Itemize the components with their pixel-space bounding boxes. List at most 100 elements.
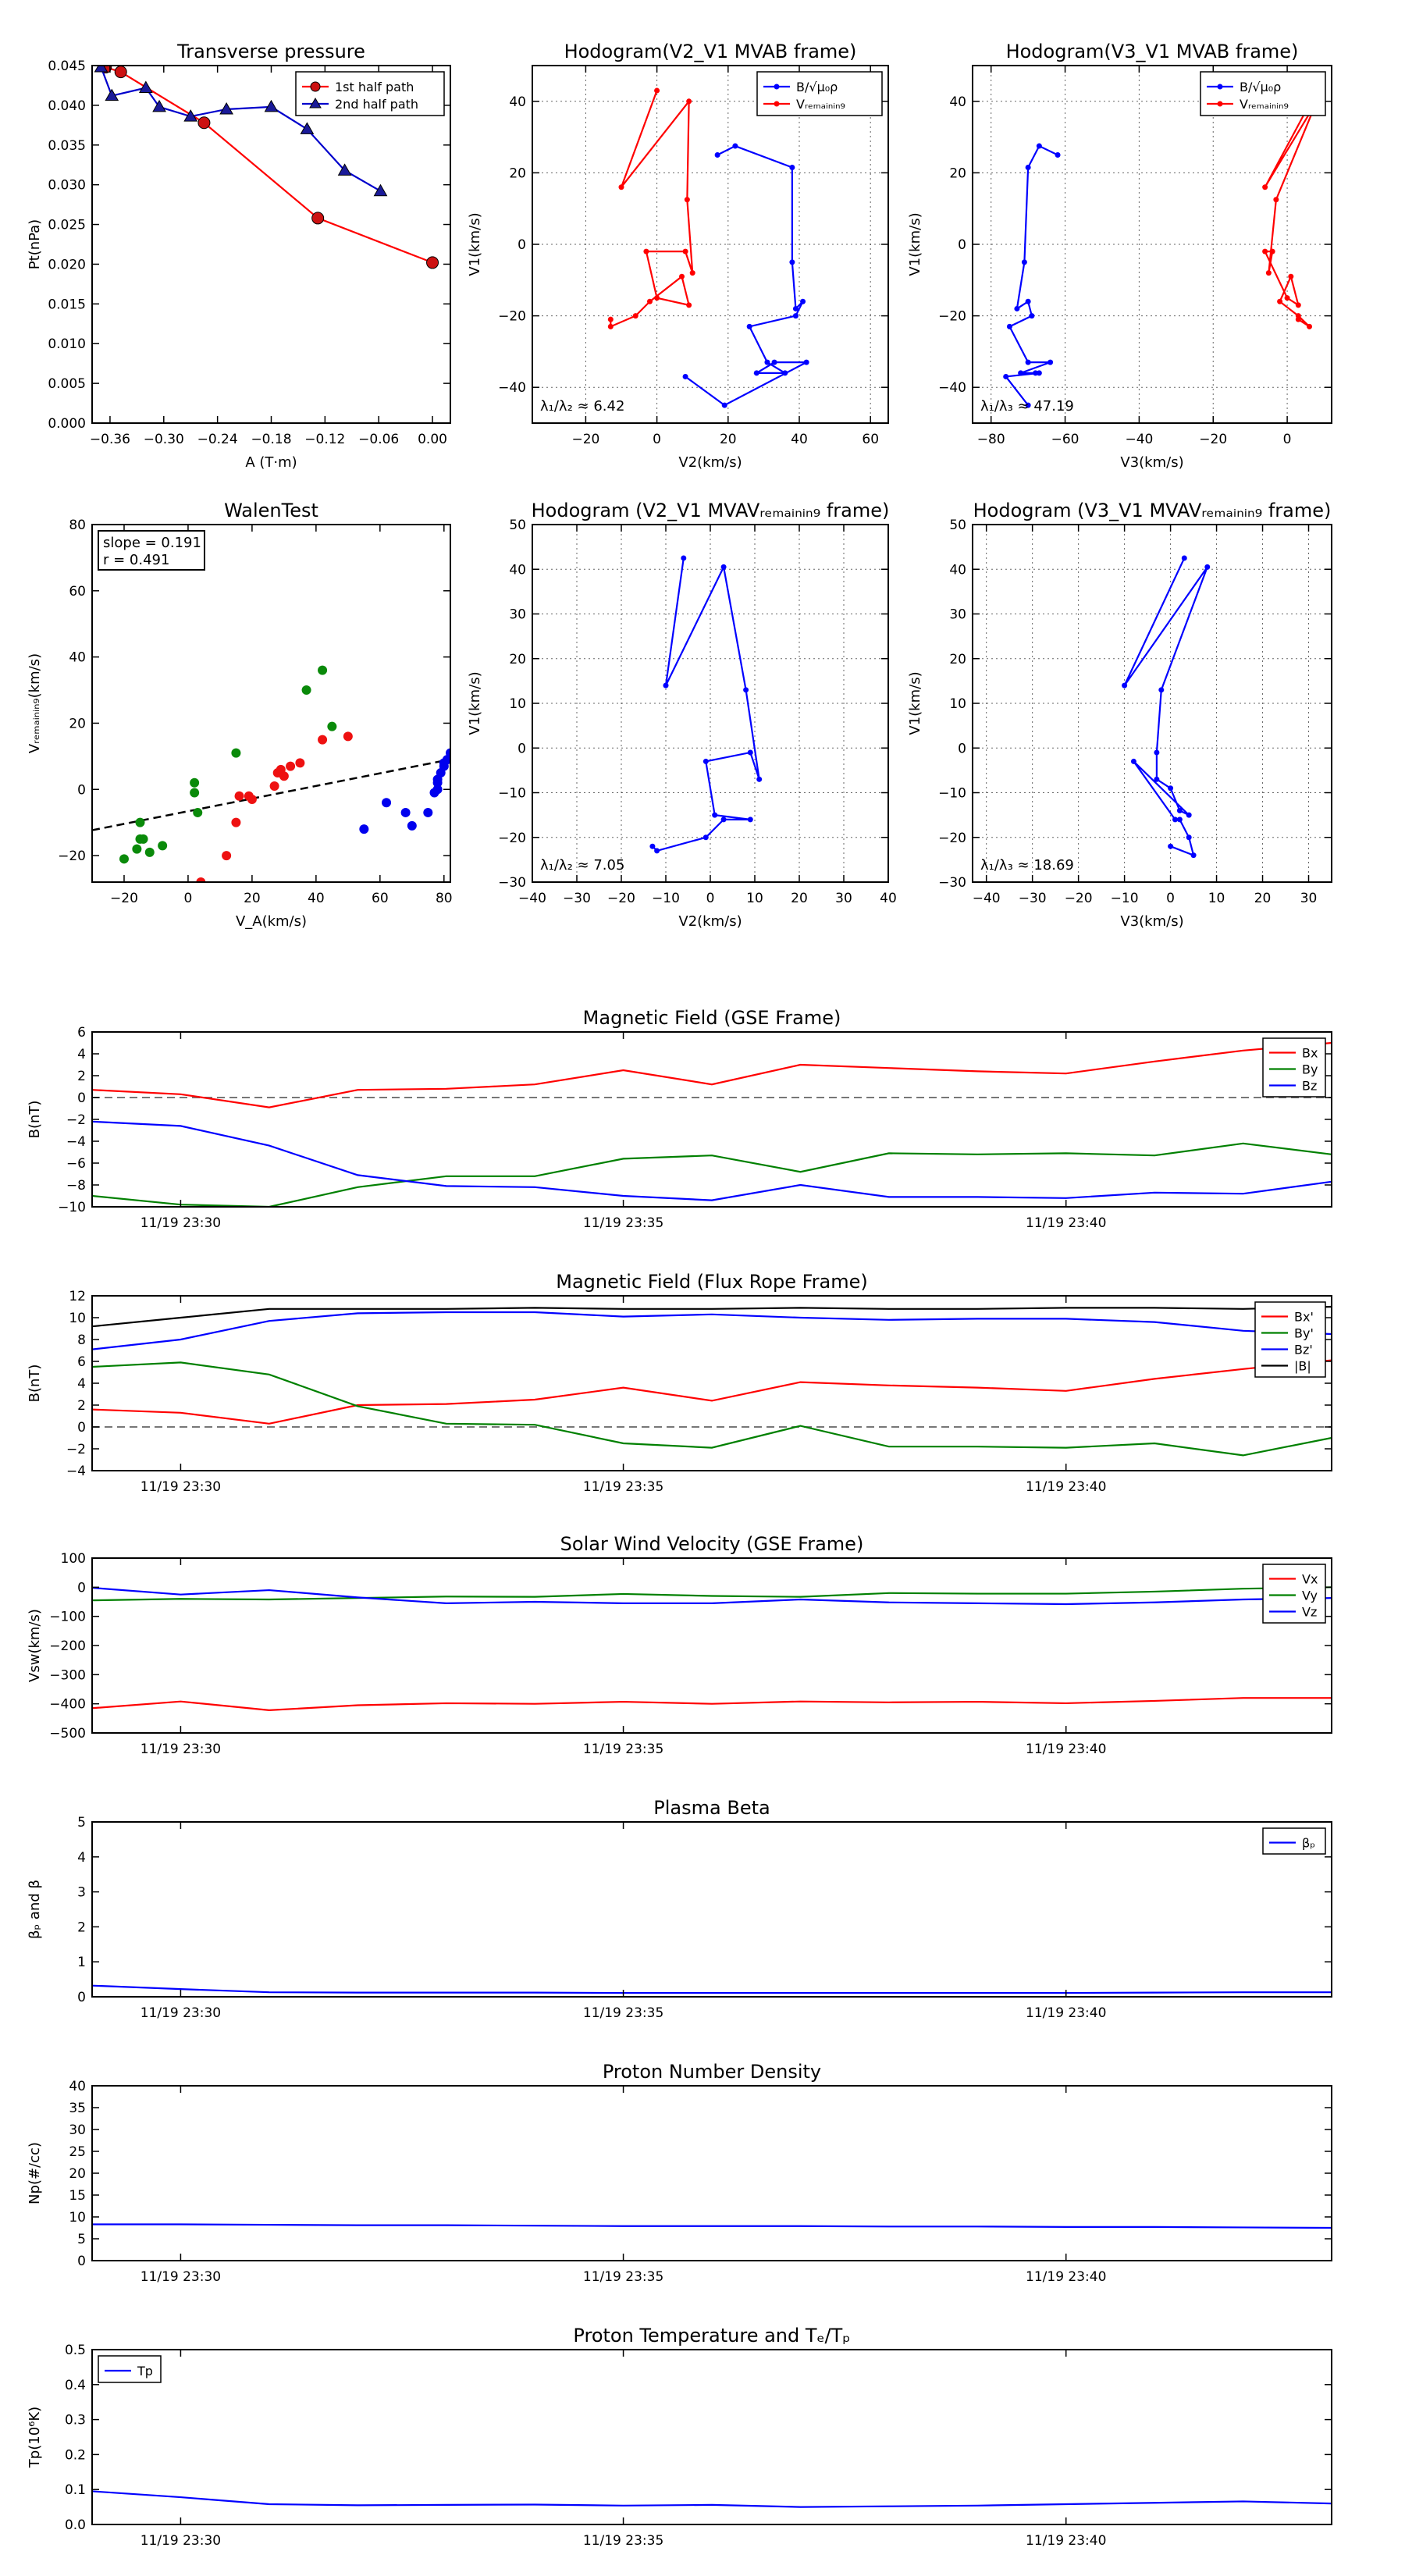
x-tick-label: 30: [1300, 891, 1318, 906]
data-point: [792, 313, 799, 319]
data-point: [682, 373, 688, 379]
chart-title: WalenTest: [224, 500, 318, 521]
y-tick-label: 10: [69, 2210, 86, 2226]
data-point: [663, 682, 669, 688]
series-0: [99, 66, 439, 269]
y-tick-label: 0.1: [65, 2482, 86, 2498]
data-point: [682, 248, 688, 254]
data-point: [654, 848, 660, 854]
series-0: [92, 2490, 1332, 2508]
data-point: [746, 323, 752, 329]
legend: 1st half path 2nd half path: [295, 71, 445, 116]
y-tick-label: 0.5: [65, 2343, 86, 2358]
legend-frame: [98, 2355, 162, 2383]
data-point: [792, 305, 799, 311]
x-tick-label: 0: [184, 891, 193, 906]
data-point: [446, 748, 450, 758]
chart-title: Magnetic Field (GSE Frame): [583, 1007, 841, 1029]
y-tick-label: 0: [77, 782, 86, 798]
legend-frame: [1200, 71, 1326, 116]
chart-p_transverse: −0.36 −0.30 −0.24 −0.18 −0.12 −0.06 0.00 0.000 0…: [27, 41, 451, 471]
plot-frame: [91, 524, 451, 883]
series-line: [610, 90, 694, 329]
y-tick-label: −2: [66, 1442, 86, 1457]
data-point: [1204, 564, 1211, 570]
data-point: [1048, 359, 1054, 365]
data-point: [607, 316, 614, 322]
data-point: [286, 761, 296, 771]
y-tick-label: 30: [949, 607, 966, 623]
data-point: [1168, 785, 1174, 792]
y-tick-label: 40: [69, 2079, 86, 2094]
y-tick-label: 10: [949, 696, 966, 712]
y-tick-label: 6: [77, 1025, 86, 1041]
legend-label: B/√μ₀ρ: [1240, 80, 1281, 94]
data-point: [158, 841, 168, 851]
data-point: [119, 854, 129, 864]
x-tick-label: 11/19 23:35: [583, 2533, 663, 2549]
data-point: [382, 798, 392, 808]
data-point: [1307, 323, 1313, 329]
series-line: [1004, 144, 1058, 406]
data-point: [359, 824, 369, 834]
x-tick-label: −0.24: [197, 432, 238, 447]
series-line: [92, 1586, 1332, 1606]
data-point: [190, 777, 200, 788]
y-tick-label: −8: [66, 1178, 86, 1194]
y-tick-label: 0.010: [48, 336, 86, 352]
y-tick-label: 60: [69, 584, 86, 600]
data-point: [686, 98, 692, 105]
y-tick-label: −10: [938, 786, 966, 802]
data-point: [1158, 687, 1165, 693]
series-line: [652, 557, 760, 852]
data-point: [1172, 817, 1178, 823]
legend-label: B/√μ₀ρ: [796, 80, 838, 94]
x-tick-label: 0: [653, 432, 661, 447]
legend-label: Vz: [1302, 1605, 1317, 1620]
y-tick-label: 20: [509, 165, 526, 181]
y-axis-label: V1(km/s): [467, 671, 483, 735]
y-tick-label: −20: [938, 831, 966, 846]
series-line: [92, 2490, 1332, 2508]
y-axis-label: B(nT): [27, 1364, 43, 1403]
series-2: [92, 1586, 1332, 1606]
data-point: [764, 359, 770, 365]
data-point: [679, 273, 685, 279]
data-point: [747, 817, 753, 823]
x-tick-label: 30: [835, 891, 852, 906]
y-tick-label: 5: [77, 1815, 86, 1831]
legend: Vx Vy Vz: [1262, 1564, 1326, 1624]
data-point: [1036, 143, 1042, 149]
data-point: [432, 785, 443, 795]
chart-p_beta: 11/19 23:30 11/19 23:35 11/19 23:40 0 1 2 3 4 5 P…: [27, 1797, 1332, 2021]
series-0: [1122, 555, 1211, 859]
chart-title: Hodogram(V2_V1 MVAB frame): [564, 41, 857, 62]
series-line: [92, 1311, 1332, 1350]
data-point: [343, 731, 353, 742]
series-line: [1263, 90, 1318, 328]
eigenvalue-ratio-label: λ₁/λ₃ ≈ 18.69: [980, 857, 1074, 873]
series-line: [92, 2223, 1332, 2229]
y-tick-label: 0: [958, 741, 966, 756]
legend: βₚ: [1262, 1827, 1326, 1855]
chart-p_mvav_v3: −40 −30 −20 −10 0 10 20 30 −30 −20 −10 0 10 20 30 40 50 H…: [907, 500, 1332, 930]
x-tick-label: 20: [720, 432, 737, 447]
y-tick-label: 6: [77, 1354, 86, 1370]
data-point: [1190, 852, 1197, 859]
chart-p_tp: 11/19 23:30 11/19 23:35 11/19 23:40 0.0 0.1 0…: [27, 2325, 1332, 2549]
data-point: [222, 851, 232, 861]
x-tick-label: −20: [571, 432, 599, 447]
x-axis-label: V_A(km/s): [236, 913, 307, 930]
data-point: [152, 99, 166, 112]
x-tick-label: 11/19 23:40: [1026, 2005, 1106, 2021]
data-point: [714, 152, 720, 158]
y-tick-label: 12: [69, 1289, 86, 1304]
legend: B/√μ₀ρ Vᵣₑₘₐᵢₙᵢₙ₉: [1200, 71, 1326, 116]
data-point: [1025, 402, 1031, 408]
y-tick-label: 0: [518, 741, 526, 756]
series-1: [196, 731, 353, 882]
series-line: [1123, 557, 1208, 857]
data-point: [643, 248, 649, 254]
x-tick-label: 11/19 23:35: [583, 2005, 663, 2021]
y-tick-label: −30: [498, 875, 526, 891]
